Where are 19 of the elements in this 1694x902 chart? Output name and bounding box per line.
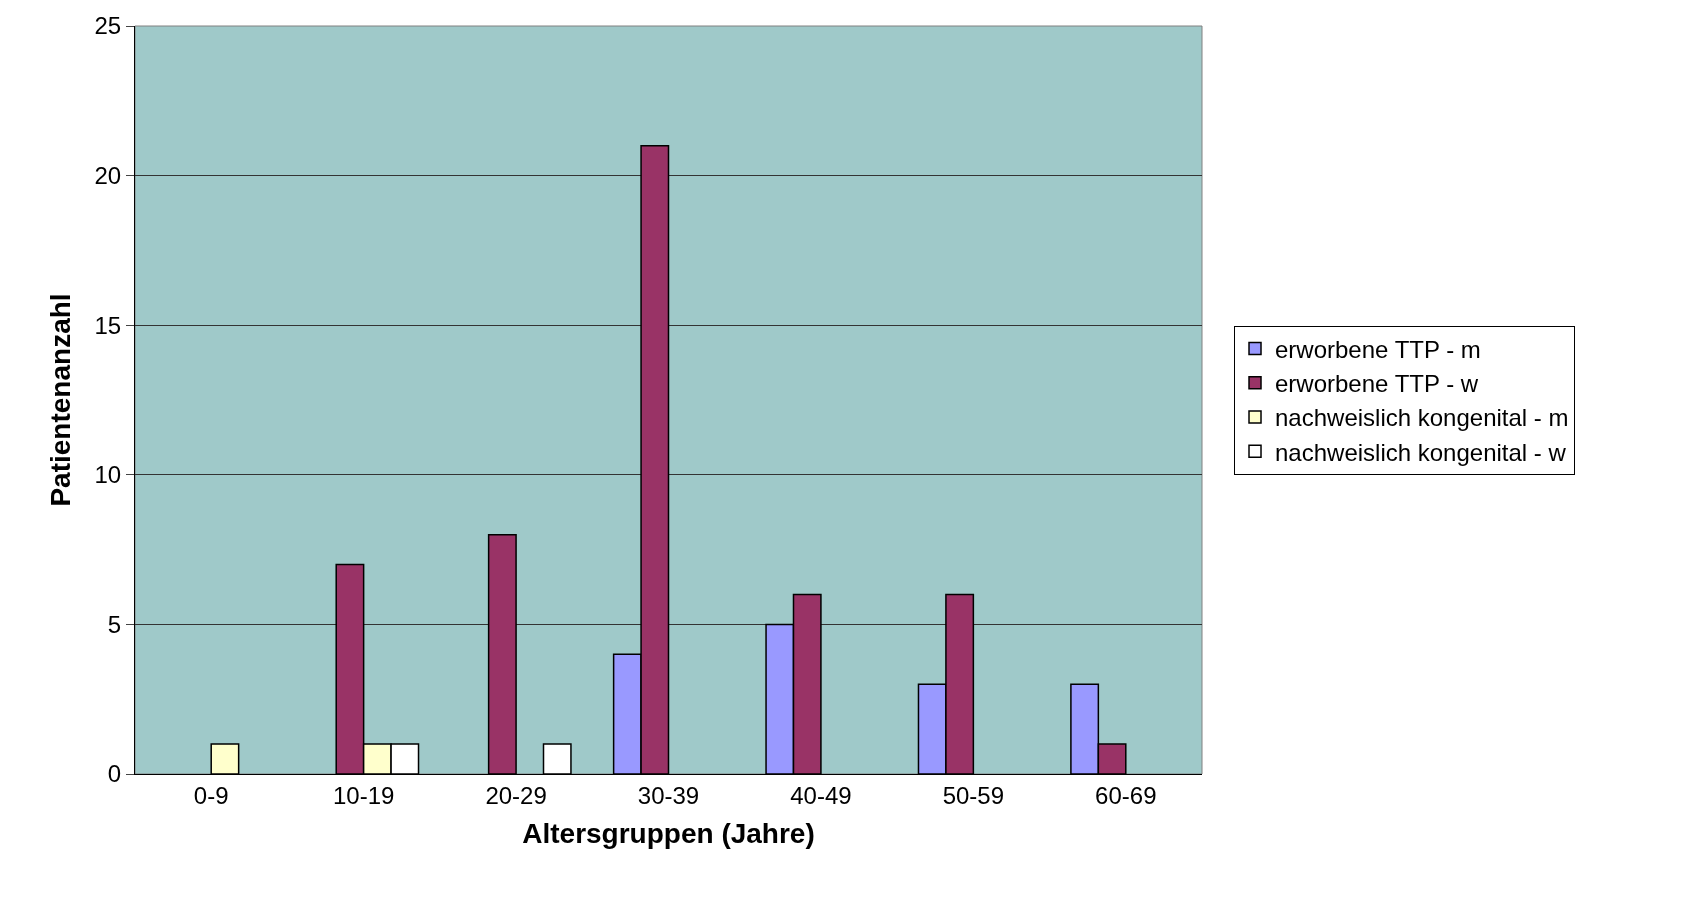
y-tick-label: 20 <box>94 162 122 189</box>
x-axis-title: Altersgruppen (Jahre) <box>522 817 815 849</box>
legend-label: nachweislich kongenital - m <box>1275 404 1569 432</box>
legend-label: erworbene TTP - w <box>1275 370 1479 398</box>
y-tick-label: 0 <box>107 760 122 788</box>
legend-label: nachweislich kongenital - w <box>1275 438 1567 466</box>
y-tick-label: 10 <box>94 461 122 489</box>
x-tick-label: 50-59 <box>942 781 1005 809</box>
x-tick-label: 30-39 <box>637 781 700 809</box>
y-axis-title: Patientenanzahl <box>45 293 77 507</box>
x-tick-label: 60-69 <box>1095 781 1157 809</box>
x-tick-label: 20-29 <box>485 781 547 809</box>
x-tick-label: 0-9 <box>193 781 229 809</box>
y-tick-label: 5 <box>107 610 122 638</box>
y-tick-label: 15 <box>94 311 122 339</box>
y-tick-label: 25 <box>94 12 122 40</box>
x-tick-label: 40-49 <box>790 781 852 809</box>
legend-label: erworbene TTP - m <box>1275 335 1481 363</box>
x-tick-label: 10-19 <box>332 781 395 809</box>
